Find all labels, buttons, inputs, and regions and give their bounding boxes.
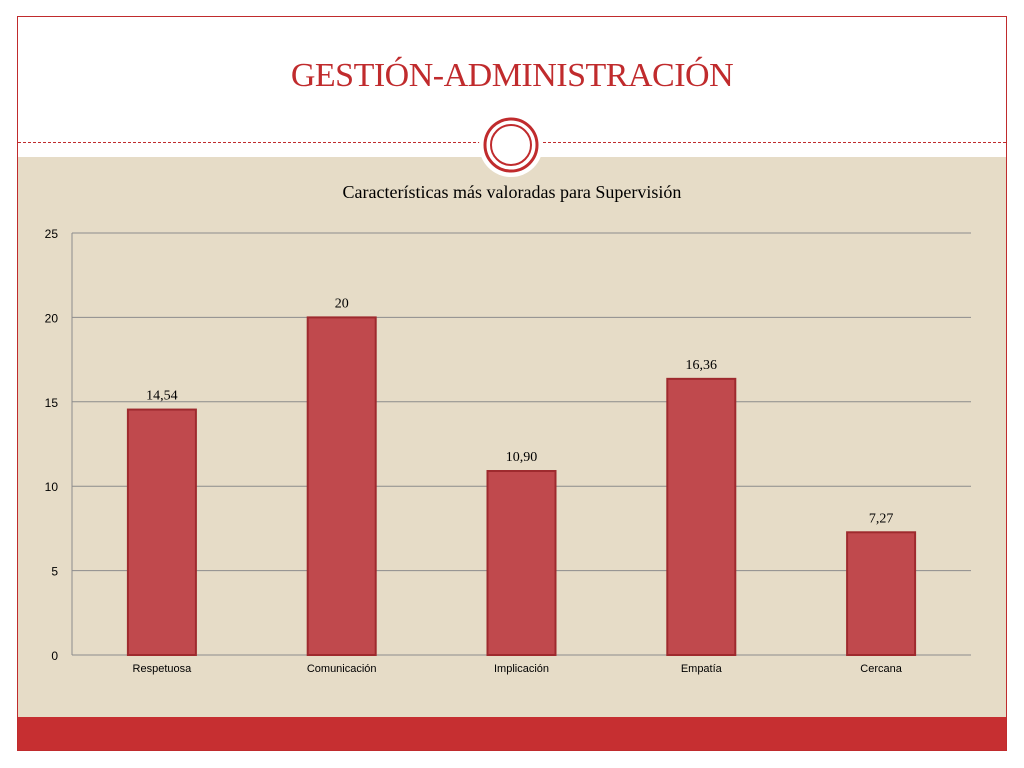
x-tick-label: Empatía	[681, 663, 723, 675]
x-tick-label: Cercana	[860, 663, 902, 675]
y-tick-label: 20	[45, 311, 59, 325]
data-label: 10,90	[506, 450, 538, 465]
circle-ornament-icon	[479, 113, 543, 177]
chart-title: Características más valoradas para Super…	[342, 182, 682, 202]
bar	[306, 316, 377, 656]
bar	[666, 377, 737, 656]
y-tick-label: 25	[45, 227, 59, 241]
data-label: 7,27	[869, 511, 894, 526]
data-label: 16,36	[686, 358, 718, 373]
slide-title: GESTIÓN-ADMINISTRACIÓN	[290, 57, 734, 94]
bar	[486, 470, 557, 656]
data-label: 20	[335, 296, 349, 311]
x-tick-label: Implicación	[494, 663, 549, 675]
y-tick-label: 15	[45, 396, 59, 410]
x-tick-label: Respetuosa	[133, 663, 193, 675]
y-tick-label: 10	[45, 480, 59, 494]
footer-bar	[18, 717, 1006, 750]
bar-chart: 0 5 10 15 20 25 14,54 Respetuosa 20 Comunicación 1…	[45, 227, 971, 675]
bar	[126, 408, 197, 656]
y-tick-label: 5	[51, 565, 58, 579]
slide: GESTIÓN-ADMINISTRACIÓN Características m…	[17, 16, 1007, 751]
bar	[846, 531, 917, 657]
data-label: 14,54	[146, 389, 178, 404]
x-tick-label: Comunicación	[307, 663, 377, 675]
y-tick-label: 0	[51, 649, 58, 663]
